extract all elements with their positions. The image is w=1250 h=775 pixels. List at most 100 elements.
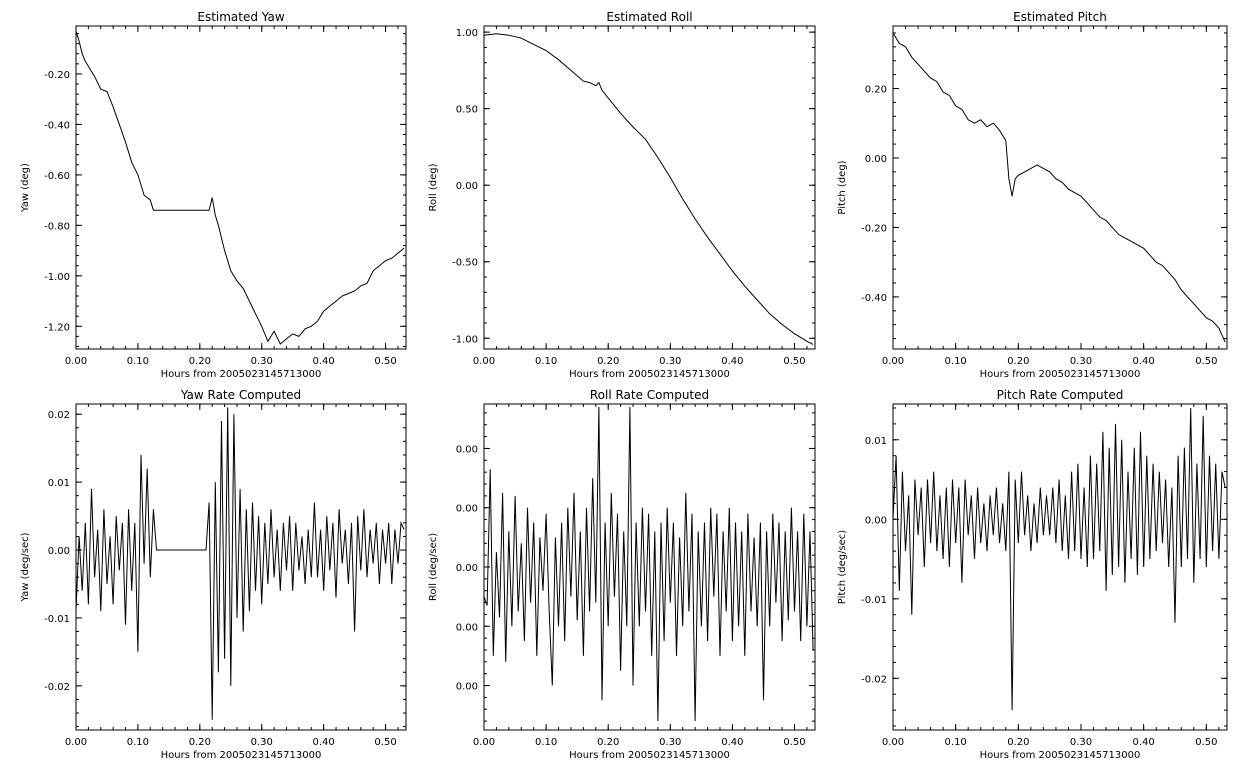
x-tick-label: 0.40: [1133, 356, 1155, 367]
x-tick-label: 0.40: [721, 356, 743, 367]
x-tick-label: 0.30: [251, 737, 273, 748]
y-tick-label: 0.00: [48, 546, 70, 557]
x-tick-label: 0.50: [374, 737, 396, 748]
x-tick-label: 0.10: [127, 737, 149, 748]
chart-roll: Estimated Roll Hours from 200502314571300…: [428, 10, 816, 380]
x-tick-label: 0.10: [945, 737, 967, 748]
plot-frame: [75, 25, 407, 350]
series-line: [75, 407, 405, 720]
x-tick-label: 0.20: [597, 737, 619, 748]
chart-title: Estimated Yaw: [197, 10, 284, 24]
x-tick-label: 0.30: [1070, 737, 1092, 748]
y-tick-label: 0.01: [865, 436, 887, 447]
plot-frame: [892, 403, 1228, 731]
x-axis-label: Hours from 2005023145713000: [980, 369, 1141, 380]
y-tick-label: -0.40: [861, 293, 887, 304]
y-tick-label: 0.00: [865, 515, 887, 526]
plot-frame: [75, 403, 407, 731]
y-tick-label: 0.00: [456, 181, 478, 192]
x-tick-label: 0.50: [783, 356, 805, 367]
x-tick-label: 0.20: [597, 356, 619, 367]
y-tick-label: 0.00: [456, 444, 478, 455]
y-axis-label: Yaw (deg/sec): [20, 532, 31, 602]
chart-yaw-rate: Yaw Rate Computed Hours from 200502314571…: [20, 388, 407, 761]
x-tick-label: 0.50: [374, 356, 396, 367]
x-tick-label: 0.00: [882, 737, 904, 748]
y-tick-label: -0.01: [861, 595, 887, 606]
y-tick-label: -0.20: [861, 223, 887, 234]
x-axis-label: Hours from 2005023145713000: [161, 750, 322, 761]
y-tick-label: 0.00: [456, 563, 478, 574]
y-tick-label: 0.02: [48, 410, 70, 421]
x-tick-label: 0.40: [313, 737, 335, 748]
series-line: [75, 30, 405, 345]
y-axis-label: Roll (deg): [428, 163, 439, 211]
plot-frame: [892, 25, 1228, 350]
y-axis-label: Roll (deg/sec): [428, 533, 439, 601]
x-tick-label: 0.10: [127, 356, 149, 367]
series-line: [483, 406, 814, 722]
x-tick-label: 0.40: [721, 737, 743, 748]
y-tick-label: -0.80: [44, 221, 70, 232]
series-line: [483, 33, 814, 345]
y-tick-label: 0.01: [48, 478, 70, 489]
x-tick-label: 0.00: [65, 356, 87, 367]
x-tick-label: 0.00: [65, 737, 87, 748]
x-tick-label: 0.30: [659, 737, 681, 748]
x-tick-label: 0.30: [659, 356, 681, 367]
x-tick-label: 0.00: [473, 356, 495, 367]
y-tick-label: -1.20: [44, 322, 70, 333]
chart-roll-rate: Roll Rate Computed Hours from 20050231457…: [428, 388, 816, 761]
y-tick-label: 0.50: [456, 105, 478, 116]
chart-title: Yaw Rate Computed: [180, 388, 301, 402]
x-axis-label: Hours from 2005023145713000: [569, 750, 730, 761]
y-tick-label: -1.00: [44, 272, 70, 283]
y-tick-label: -0.50: [452, 258, 478, 269]
y-axis-label: Pitch (deg/sec): [837, 530, 848, 605]
x-tick-label: 0.20: [1007, 737, 1029, 748]
y-tick-label: -1.00: [452, 334, 478, 345]
y-tick-label: 0.00: [456, 622, 478, 633]
y-axis-label: Pitch (deg): [837, 160, 848, 214]
chart-yaw: Estimated Yaw Hours from 2005023145713000…: [20, 10, 407, 380]
x-tick-label: 0.30: [251, 356, 273, 367]
chart-title: Pitch Rate Computed: [997, 388, 1124, 402]
x-tick-label: 0.00: [882, 356, 904, 367]
x-tick-label: 0.50: [1195, 356, 1217, 367]
y-tick-label: -0.60: [44, 171, 70, 182]
series-line: [892, 32, 1226, 343]
series-line: [892, 407, 1226, 711]
y-tick-label: -0.01: [44, 614, 70, 625]
y-tick-label: -0.20: [44, 70, 70, 81]
chart-title: Estimated Roll: [606, 10, 692, 24]
y-tick-label: 0.00: [865, 154, 887, 165]
x-tick-label: 0.20: [189, 737, 211, 748]
plot-frame: [483, 25, 816, 350]
x-tick-label: 0.10: [945, 356, 967, 367]
x-axis-label: Hours from 2005023145713000: [569, 369, 730, 380]
y-tick-label: -0.02: [44, 682, 70, 693]
x-tick-label: 0.50: [1195, 737, 1217, 748]
chart-pitch-rate: Pitch Rate Computed Hours from 2005023145…: [837, 388, 1228, 761]
chart-pitch: Estimated Pitch Hours from 20050231457130…: [837, 10, 1228, 380]
x-tick-label: 0.40: [313, 356, 335, 367]
x-tick-label: 0.20: [189, 356, 211, 367]
x-tick-label: 0.10: [535, 737, 557, 748]
x-tick-label: 0.40: [1133, 737, 1155, 748]
chart-title: Estimated Pitch: [1013, 10, 1107, 24]
x-tick-label: 0.00: [473, 737, 495, 748]
y-tick-label: 1.00: [456, 28, 478, 39]
x-tick-label: 0.20: [1007, 356, 1029, 367]
y-tick-label: -0.02: [861, 674, 887, 685]
y-axis-label: Yaw (deg): [20, 163, 31, 213]
y-tick-label: 0.00: [456, 682, 478, 693]
y-tick-label: -0.40: [44, 120, 70, 131]
x-tick-label: 0.10: [535, 356, 557, 367]
chart-title: Roll Rate Computed: [590, 388, 709, 402]
x-tick-label: 0.30: [1070, 356, 1092, 367]
x-axis-label: Hours from 2005023145713000: [980, 750, 1141, 761]
x-tick-label: 0.50: [783, 737, 805, 748]
x-axis-label: Hours from 2005023145713000: [161, 369, 322, 380]
y-tick-label: 0.00: [456, 504, 478, 515]
